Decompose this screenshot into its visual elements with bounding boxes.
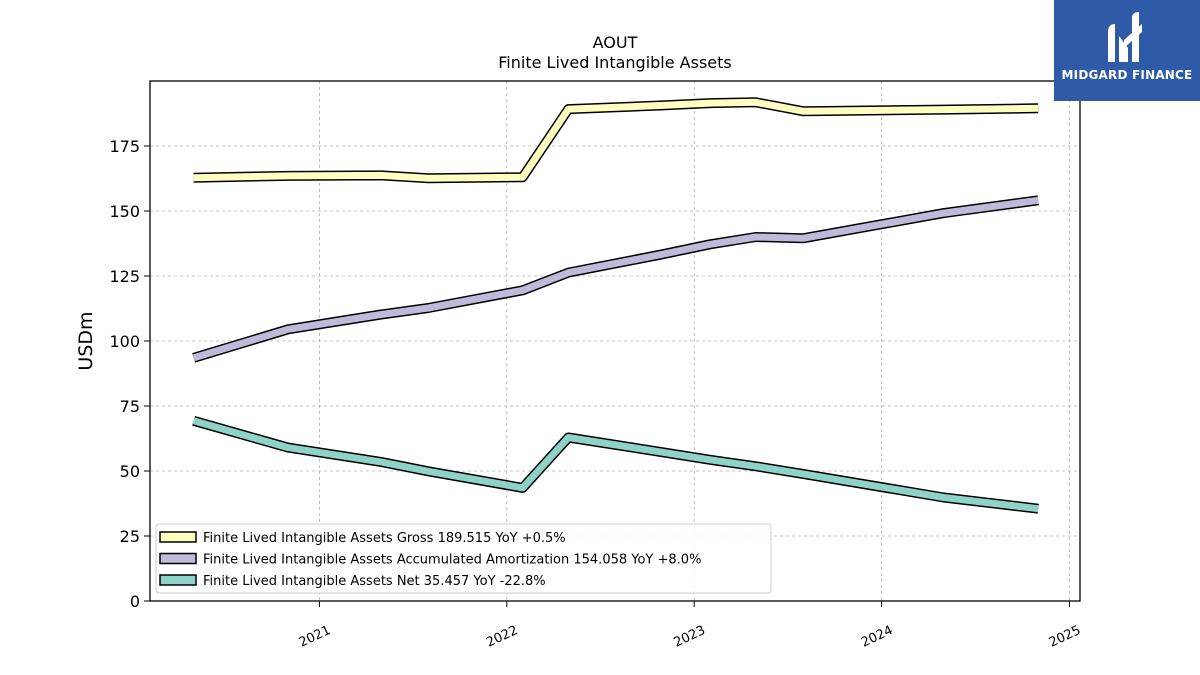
legend-swatch	[159, 552, 197, 565]
series-line-3	[192, 415, 1039, 514]
legend-swatch	[159, 531, 197, 543]
series-group	[192, 97, 1039, 514]
legend-entry-label: Finite Lived Intangible Assets Accumulat…	[203, 553, 701, 568]
x-tick-label: 2023	[672, 623, 708, 651]
chart-subtitle: Finite Lived Intangible Assets	[498, 53, 731, 72]
y-axis-label: USDm	[75, 311, 97, 370]
grid	[150, 81, 1080, 602]
y-tick-label: 50	[120, 462, 140, 481]
series-fill	[192, 417, 1039, 513]
x-tick-label: 2022	[484, 623, 520, 651]
legend-swatch	[159, 574, 197, 586]
legend-entry-label: Finite Lived Intangible Assets Net 35.45…	[203, 574, 546, 589]
x-tick-label: 2024	[859, 623, 895, 651]
series-outline	[193, 97, 1039, 184]
logo-text: MIDGARD FINANCE	[1061, 68, 1193, 82]
midgard-logo-icon	[1108, 12, 1142, 62]
legend: Finite Lived Intangible Assets Gross 189…	[155, 523, 772, 594]
y-tick-label: 100	[109, 332, 140, 351]
y-tick-label: 0	[130, 592, 140, 611]
y-tick-label: 25	[120, 527, 140, 546]
logo: MIDGARD FINANCE	[1054, 0, 1200, 101]
y-tick-label: 75	[120, 397, 140, 416]
series-outline	[192, 195, 1039, 363]
x-tick-label: 2025	[1047, 623, 1083, 651]
y-tick-label: 125	[109, 267, 140, 286]
legend-entry-label: Finite Lived Intangible Assets Gross 189…	[203, 531, 566, 546]
series-line-2	[192, 195, 1039, 363]
y-axis: 0 25 50 75 100 125 150 175	[109, 137, 150, 611]
y-tick-label: 175	[109, 137, 140, 156]
y-tick-label: 150	[109, 202, 140, 221]
x-tick-label: 2021	[297, 623, 333, 651]
series-fill	[192, 196, 1039, 362]
legend-box	[155, 523, 772, 594]
x-axis: 2021 2022 2023 2024 2025	[297, 601, 1083, 651]
series-fill	[193, 98, 1039, 182]
series-line-1	[193, 97, 1039, 184]
chart-title: AOUT	[593, 33, 638, 52]
